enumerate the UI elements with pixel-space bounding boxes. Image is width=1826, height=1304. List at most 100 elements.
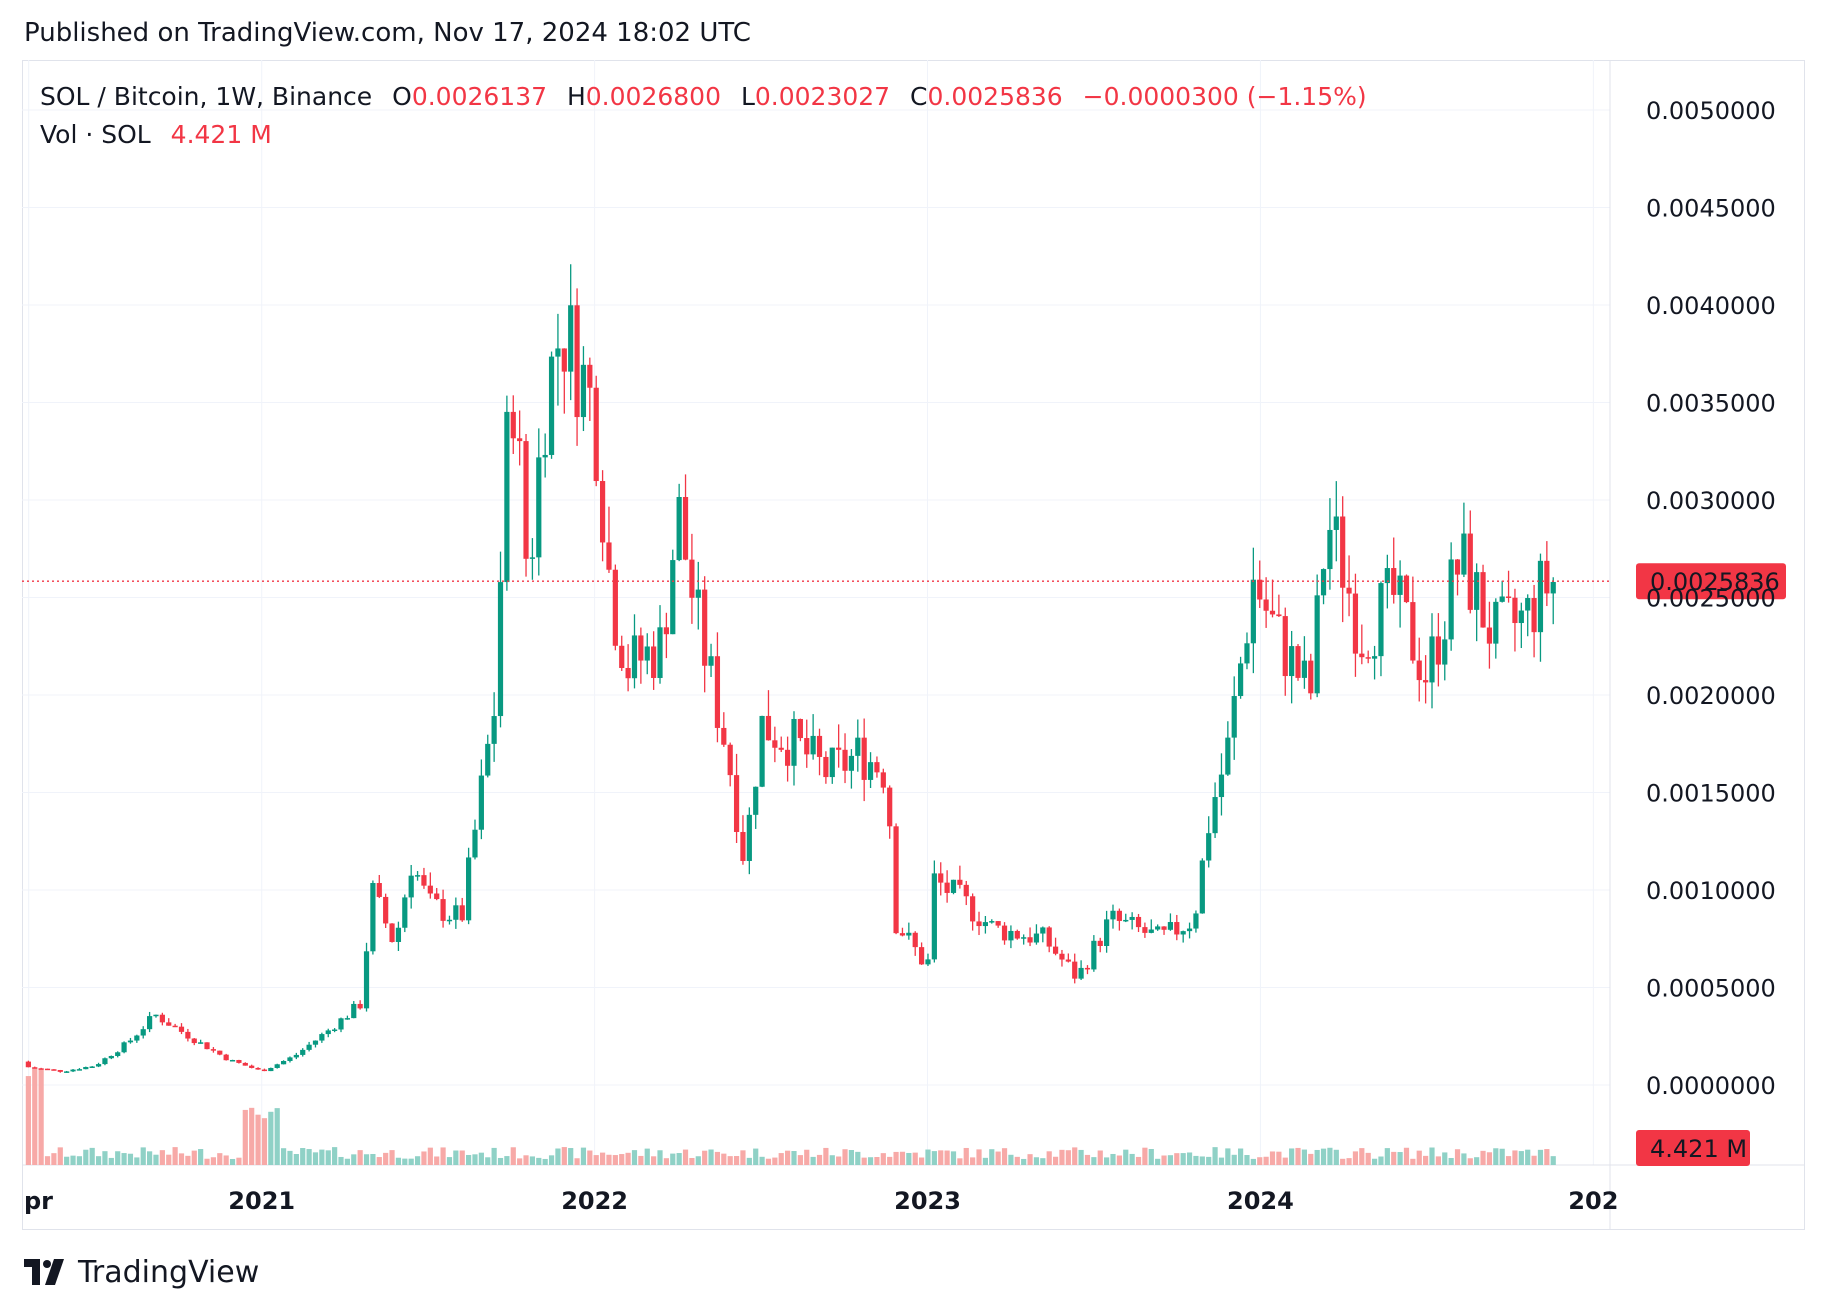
candle-body — [1135, 916, 1142, 928]
symbol-label[interactable]: SOL / Bitcoin, 1W, Binance — [40, 82, 373, 111]
candle-body — [32, 1067, 38, 1069]
volume-bar — [1155, 1158, 1161, 1165]
volume-bar — [657, 1150, 663, 1165]
volume-bar — [255, 1114, 261, 1165]
time-axis[interactable]: pr 2021 2022 2023 2024 202 — [24, 1187, 1618, 1215]
open-label: O — [392, 82, 412, 111]
volume-bar — [421, 1151, 427, 1165]
candle-body — [57, 1070, 63, 1072]
volume-bar — [140, 1147, 146, 1165]
volume-bar — [1021, 1158, 1027, 1165]
volume-bar — [1142, 1147, 1148, 1165]
volume-bar — [491, 1147, 497, 1165]
candle-body — [1033, 933, 1040, 943]
volume-bar — [191, 1150, 197, 1165]
candle-body — [287, 1057, 293, 1061]
candle-body — [274, 1064, 280, 1068]
volume-bar — [1416, 1150, 1422, 1165]
candle-body — [159, 1014, 165, 1023]
candle-body — [925, 959, 931, 965]
volume-bar — [1423, 1155, 1429, 1165]
candle-body — [434, 893, 440, 900]
volume-bar — [740, 1150, 746, 1165]
candle-body — [1193, 913, 1199, 929]
candle-body — [1371, 656, 1378, 659]
volume-bar — [695, 1156, 701, 1165]
volume-bar — [1467, 1158, 1473, 1165]
tradingview-brand[interactable]: TradingView — [24, 1252, 259, 1292]
volume-label[interactable]: Vol · SOL — [40, 120, 151, 149]
candle-body — [332, 1029, 338, 1031]
volume-bar — [25, 1076, 31, 1165]
volume-bar — [64, 1156, 70, 1165]
volume-bar — [931, 1151, 937, 1165]
candle-body — [625, 667, 631, 679]
volume-bar — [536, 1157, 542, 1165]
volume-value: 4.421 M — [170, 120, 272, 149]
time-tick-label: 2022 — [561, 1187, 628, 1215]
candle-body — [829, 747, 835, 778]
candle-body — [753, 786, 759, 815]
volume-bar — [625, 1152, 631, 1165]
volume-bar — [1454, 1149, 1461, 1165]
candle-body — [338, 1018, 344, 1030]
candle-body — [714, 656, 721, 728]
candle-body — [542, 454, 548, 458]
price-tick-label: 0.0005000 — [1646, 975, 1776, 1003]
candle-body — [229, 1059, 236, 1062]
candle-body — [1129, 916, 1135, 920]
candle-body — [280, 1060, 287, 1065]
tradingview-logo-icon — [24, 1259, 64, 1285]
volume-bar — [1391, 1151, 1397, 1165]
volume-bar — [1257, 1157, 1263, 1165]
candle-body — [823, 756, 829, 778]
candle-body — [70, 1069, 76, 1072]
candle-body — [217, 1050, 223, 1055]
volume-bar — [108, 1157, 114, 1165]
candle-body — [976, 921, 982, 927]
candle-body — [587, 364, 593, 388]
price-tick-label: 0.0000000 — [1646, 1072, 1776, 1100]
volume-bar — [708, 1149, 714, 1165]
volume-bar — [408, 1158, 414, 1165]
volume-bar — [89, 1147, 95, 1165]
volume-bar — [242, 1109, 248, 1165]
volume-bar — [1537, 1149, 1544, 1165]
candle-body — [497, 582, 504, 717]
candle-body — [1263, 599, 1269, 611]
candle-body — [249, 1065, 255, 1068]
volume-bar — [1186, 1152, 1193, 1165]
volume-bar — [542, 1158, 548, 1165]
candle-body — [153, 1014, 159, 1017]
candle-body — [593, 387, 599, 482]
candle-body — [568, 305, 574, 372]
candle-body — [1333, 516, 1339, 530]
volume-bar — [1435, 1156, 1441, 1165]
volume-bar — [938, 1150, 944, 1165]
candle-body — [1435, 636, 1441, 665]
candle-body — [682, 497, 689, 560]
low-value: 0.0023027 — [754, 82, 891, 111]
volume-bar — [574, 1158, 580, 1165]
volume-bar — [989, 1149, 995, 1165]
candle-body — [370, 883, 376, 952]
price-tick-label: 0.0045000 — [1646, 195, 1776, 223]
candle-body — [580, 364, 587, 418]
candle-body — [746, 814, 752, 861]
candle-body — [178, 1026, 185, 1032]
volume-bar — [1340, 1158, 1346, 1165]
volume-bar — [1174, 1153, 1180, 1165]
candle-body — [1078, 967, 1084, 979]
candle-body — [1550, 581, 1556, 594]
volume-bar — [1346, 1158, 1352, 1165]
volume-bar — [733, 1156, 740, 1165]
candle-body — [1218, 774, 1225, 798]
candle-body — [963, 884, 969, 897]
candle-body — [223, 1054, 229, 1061]
price-axis[interactable]: 0.0050000 0.0045000 0.0040000 0.0035000 0.00… — [1646, 97, 1776, 1100]
candle-body — [204, 1042, 210, 1050]
candle-body — [957, 879, 963, 885]
volume-bar — [587, 1150, 593, 1165]
volume-bar — [899, 1151, 906, 1165]
